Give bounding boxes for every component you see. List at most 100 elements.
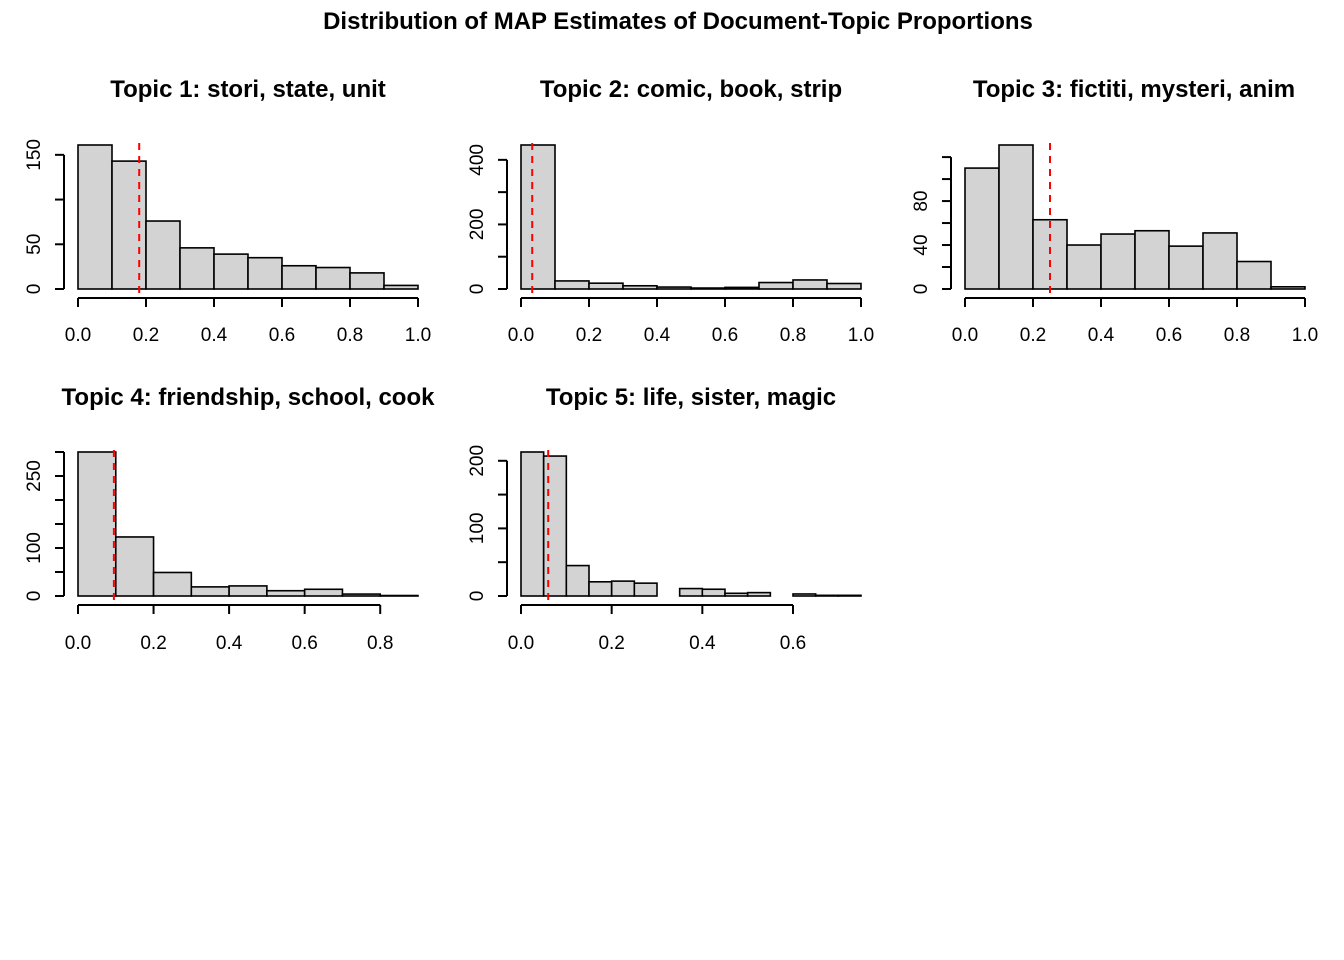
x-tick-label: 0.4 bbox=[644, 325, 671, 346]
x-tick-label: 0.8 bbox=[780, 325, 806, 346]
histogram-bar bbox=[792, 279, 828, 290]
histogram-bar bbox=[554, 280, 590, 290]
histogram-panel-5: Topic 5: life, sister, magic 0.0 0.2 0.4 0.6… bbox=[467, 384, 862, 654]
histogram-bar bbox=[190, 586, 230, 597]
x-tick-label: 0.0 bbox=[65, 633, 91, 654]
histogram-bar bbox=[77, 144, 113, 290]
histogram-bar bbox=[724, 286, 760, 290]
histogram-bar bbox=[266, 589, 306, 597]
histogram-bar bbox=[633, 582, 658, 597]
histogram-bar bbox=[622, 284, 658, 290]
histogram-bar bbox=[826, 282, 862, 290]
histogram-bar bbox=[690, 287, 726, 290]
histogram-bar bbox=[77, 451, 117, 597]
y-tick-label: 0 bbox=[467, 591, 488, 602]
histogram-bar bbox=[520, 451, 545, 597]
y-tick-label: 0 bbox=[467, 284, 488, 295]
x-tick-label: 0.4 bbox=[1088, 325, 1115, 346]
panel-grid: Topic 1: stori, state, unit 0.0 0.2 0.4 0.6 0… bbox=[24, 76, 1318, 654]
histogram-bar bbox=[341, 593, 382, 597]
histogram-bar bbox=[520, 144, 556, 290]
histogram-bar bbox=[349, 272, 385, 290]
y-tick-label: 200 bbox=[467, 445, 488, 477]
histogram-bar bbox=[1066, 244, 1102, 290]
histogram-bar bbox=[114, 536, 155, 597]
y-tick-label: 80 bbox=[911, 190, 932, 211]
y-tick-label: 150 bbox=[24, 139, 45, 171]
histogram-bar bbox=[964, 167, 1000, 290]
x-tick-label: 0.4 bbox=[201, 325, 228, 346]
x-tick-label: 0.0 bbox=[508, 633, 534, 654]
panel-title: Topic 3: fictiti, mysteri, anim bbox=[973, 76, 1295, 103]
histogram-bar bbox=[610, 580, 636, 597]
histogram-bar bbox=[588, 282, 624, 290]
x-tick-label: 0.2 bbox=[133, 325, 159, 346]
x-tick-label: 0.0 bbox=[508, 325, 534, 346]
x-tick-label: 0.4 bbox=[216, 633, 243, 654]
histogram-bar bbox=[814, 594, 840, 597]
x-tick-label: 0.8 bbox=[1224, 325, 1250, 346]
histogram-bar bbox=[1168, 245, 1204, 290]
histogram-bar bbox=[1134, 229, 1170, 290]
histogram-bar bbox=[746, 591, 772, 597]
histogram-panel-4: Topic 4: friendship, school, cook 0.0 0.2 0… bbox=[24, 384, 435, 654]
y-tick-label: 50 bbox=[24, 234, 45, 255]
x-tick-label: 0.8 bbox=[367, 633, 393, 654]
histogram-bar bbox=[1100, 233, 1136, 290]
histogram-bar bbox=[1202, 232, 1238, 290]
histogram-bar bbox=[247, 256, 283, 290]
x-tick-label: 0.2 bbox=[598, 633, 624, 654]
histogram-bar bbox=[724, 592, 749, 597]
x-tick-label: 0.4 bbox=[689, 633, 716, 654]
histogram-bar bbox=[758, 281, 794, 290]
y-tick-label: 100 bbox=[467, 513, 488, 545]
histogram-bar bbox=[837, 594, 862, 597]
histogram-panel-3: Topic 3: fictiti, mysteri, anim 0.0 0.2 0.4… bbox=[911, 76, 1318, 346]
histogram-bar bbox=[315, 266, 351, 290]
y-tick-label: 250 bbox=[24, 460, 45, 492]
histogram-bar bbox=[701, 588, 726, 597]
histogram-bar bbox=[152, 571, 193, 597]
x-tick-label: 0.0 bbox=[952, 325, 978, 346]
panel-title: Topic 4: friendship, school, cook bbox=[62, 384, 436, 411]
x-tick-label: 1.0 bbox=[848, 325, 874, 346]
x-tick-label: 0.6 bbox=[780, 633, 806, 654]
histogram-bar bbox=[281, 264, 317, 290]
x-tick-label: 1.0 bbox=[1292, 325, 1318, 346]
histogram-bar bbox=[565, 564, 590, 597]
histogram-bar bbox=[1236, 260, 1272, 290]
histogram-bar bbox=[228, 585, 268, 597]
histogram-bar bbox=[998, 144, 1034, 290]
x-tick-label: 0.0 bbox=[65, 325, 91, 346]
histogram-bar bbox=[145, 220, 181, 290]
figure-title: Distribution of MAP Estimates of Documen… bbox=[323, 8, 1033, 35]
x-tick-label: 1.0 bbox=[405, 325, 431, 346]
histogram-panel-2: Topic 2: comic, book, strip 0.0 0.2 0.4 0.6 0… bbox=[467, 76, 874, 346]
y-tick-label: 200 bbox=[467, 209, 488, 241]
panel-title: Topic 5: life, sister, magic bbox=[546, 384, 836, 411]
histogram-bar bbox=[303, 588, 344, 597]
y-tick-label: 400 bbox=[467, 144, 488, 176]
histogram-panel-1: Topic 1: stori, state, unit 0.0 0.2 0.4 0.6 0… bbox=[24, 76, 431, 346]
histogram-bar bbox=[542, 455, 568, 597]
x-tick-label: 0.6 bbox=[291, 633, 317, 654]
x-tick-label: 0.2 bbox=[1020, 325, 1046, 346]
histogram-bar bbox=[678, 587, 704, 597]
y-tick-label: 0 bbox=[911, 284, 932, 295]
histogram-bar bbox=[656, 286, 692, 290]
y-tick-label: 40 bbox=[911, 234, 932, 255]
histogram-bar bbox=[588, 581, 613, 597]
y-tick-label: 0 bbox=[24, 284, 45, 295]
histogram-bar bbox=[1270, 286, 1306, 290]
x-tick-label: 0.8 bbox=[337, 325, 363, 346]
histogram-bar bbox=[179, 247, 215, 290]
histogram-bar bbox=[383, 284, 419, 290]
panel-title: Topic 2: comic, book, strip bbox=[540, 76, 842, 103]
histogram-bar bbox=[213, 253, 249, 290]
panel-title: Topic 1: stori, state, unit bbox=[110, 76, 386, 103]
x-tick-label: 0.6 bbox=[712, 325, 738, 346]
x-tick-label: 0.6 bbox=[1156, 325, 1182, 346]
histogram-bar bbox=[792, 593, 817, 597]
y-tick-label: 100 bbox=[24, 532, 45, 564]
